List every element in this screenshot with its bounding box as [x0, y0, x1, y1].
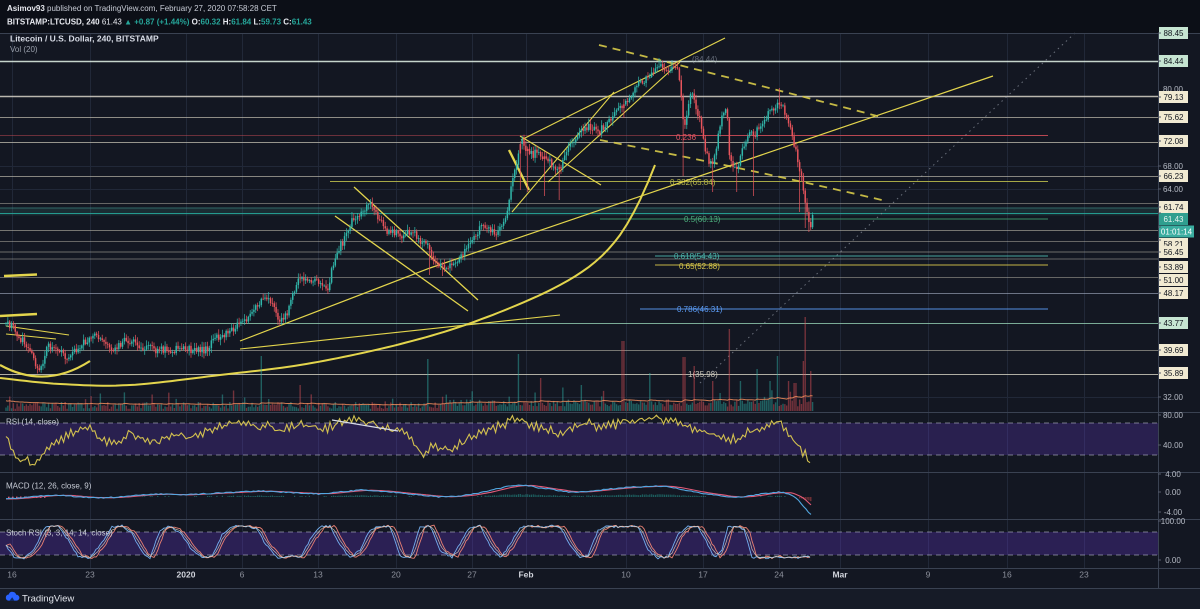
svg-text:4.00: 4.00 — [1165, 470, 1181, 479]
svg-text:32.00: 32.00 — [1163, 393, 1184, 402]
svg-text:0.00: 0.00 — [1165, 556, 1181, 565]
svg-text:23: 23 — [1079, 570, 1089, 580]
svg-text:88.45: 88.45 — [1163, 29, 1184, 38]
svg-text:Feb: Feb — [518, 570, 533, 580]
svg-text:BITSTAMP:LTCUSD, 240 61.43 ▲ +: BITSTAMP:LTCUSD, 240 61.43 ▲ +0.87 (+1.4… — [7, 18, 312, 27]
svg-text:1(35.98): 1(35.98) — [688, 370, 718, 379]
svg-text:64.00: 64.00 — [1163, 185, 1184, 194]
svg-text:10: 10 — [621, 570, 631, 580]
svg-text:0.786(46.31): 0.786(46.31) — [677, 305, 723, 314]
svg-text:2020: 2020 — [177, 570, 196, 580]
svg-text:58.21: 58.21 — [1163, 240, 1184, 249]
svg-text:0.65(52.88): 0.65(52.88) — [679, 262, 720, 271]
svg-text:80.00: 80.00 — [1163, 411, 1184, 420]
svg-text:51.00: 51.00 — [1163, 276, 1184, 285]
svg-text:Asimov93 published on TradingV: Asimov93 published on TradingView.com, F… — [7, 4, 277, 13]
svg-text:Mar: Mar — [832, 570, 848, 580]
svg-text:RSI (14, close): RSI (14, close) — [6, 418, 59, 427]
svg-text:39.69: 39.69 — [1163, 346, 1184, 355]
svg-text:0.382(65.84): 0.382(65.84) — [670, 178, 716, 187]
svg-text:17: 17 — [698, 570, 708, 580]
svg-text:16: 16 — [1002, 570, 1012, 580]
svg-text:16: 16 — [7, 570, 17, 580]
svg-text:6: 6 — [240, 570, 245, 580]
svg-text:13: 13 — [313, 570, 323, 580]
svg-text:0.00: 0.00 — [1165, 488, 1181, 497]
svg-text:(84.44): (84.44) — [692, 55, 718, 64]
svg-text:-4.00: -4.00 — [1164, 508, 1183, 517]
svg-text:48.17: 48.17 — [1163, 289, 1184, 298]
svg-text:84.44: 84.44 — [1163, 57, 1184, 66]
svg-text:72.08: 72.08 — [1163, 137, 1184, 146]
svg-text:Vol (20): Vol (20) — [10, 45, 38, 54]
svg-text:61.74: 61.74 — [1163, 203, 1184, 212]
svg-text:Stoch RSI (3, 3, 14, 14, close: Stoch RSI (3, 3, 14, 14, close) — [6, 529, 113, 538]
svg-text:56.45: 56.45 — [1163, 248, 1184, 257]
svg-text:80.00: 80.00 — [1163, 85, 1184, 94]
svg-text:23: 23 — [85, 570, 95, 580]
svg-text:43.77: 43.77 — [1163, 319, 1184, 328]
svg-text:9: 9 — [926, 570, 931, 580]
svg-text:40.00: 40.00 — [1163, 441, 1184, 450]
svg-text:TradingView: TradingView — [22, 594, 74, 605]
svg-text:100.00: 100.00 — [1161, 517, 1186, 526]
svg-text:0.5(60.13): 0.5(60.13) — [684, 215, 721, 224]
svg-text:0.618(54.43): 0.618(54.43) — [674, 252, 720, 261]
svg-text:68.00: 68.00 — [1163, 162, 1184, 171]
svg-text:79.13: 79.13 — [1163, 93, 1184, 102]
svg-text:27: 27 — [467, 570, 477, 580]
svg-text:66.23: 66.23 — [1163, 172, 1184, 181]
svg-text:53.89: 53.89 — [1163, 263, 1184, 272]
svg-text:MACD (12, 26, close, 9): MACD (12, 26, close, 9) — [6, 482, 92, 491]
svg-text:35.89: 35.89 — [1163, 369, 1184, 378]
svg-text:Litecoin / U.S. Dollar, 240, B: Litecoin / U.S. Dollar, 240, BITSTAMP — [10, 34, 159, 44]
svg-text:24: 24 — [774, 570, 784, 580]
svg-text:75.62: 75.62 — [1163, 113, 1184, 122]
svg-text:20: 20 — [391, 570, 401, 580]
svg-text:01:01:14: 01:01:14 — [1161, 228, 1193, 237]
svg-text:0.236: 0.236 — [676, 133, 697, 142]
svg-text:61.43: 61.43 — [1163, 215, 1184, 224]
